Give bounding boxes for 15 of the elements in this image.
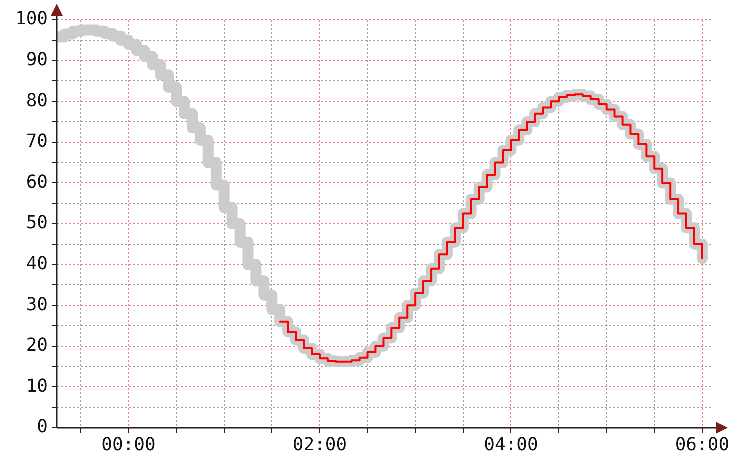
x-tick-label: 02:00 [292, 434, 348, 456]
x-tick-label: 06:00 [675, 434, 730, 456]
y-tick-label: 80 [26, 90, 48, 112]
y-tick-label: 70 [26, 131, 48, 152]
y-tick-label: 90 [26, 49, 48, 70]
y-tick-label: 40 [26, 253, 48, 274]
y-tick-label: 100 [15, 8, 48, 30]
y-tick-label: 30 [26, 294, 48, 316]
y-tick-label: 0 [37, 416, 48, 438]
y-tick-label: 10 [26, 376, 48, 397]
y-tick-label: 20 [26, 335, 48, 356]
x-tick-label: 00:00 [102, 434, 156, 456]
x-tick-label: 04:00 [484, 434, 538, 456]
y-tick-label: 50 [26, 212, 48, 234]
y-tick-label: 60 [26, 172, 48, 193]
